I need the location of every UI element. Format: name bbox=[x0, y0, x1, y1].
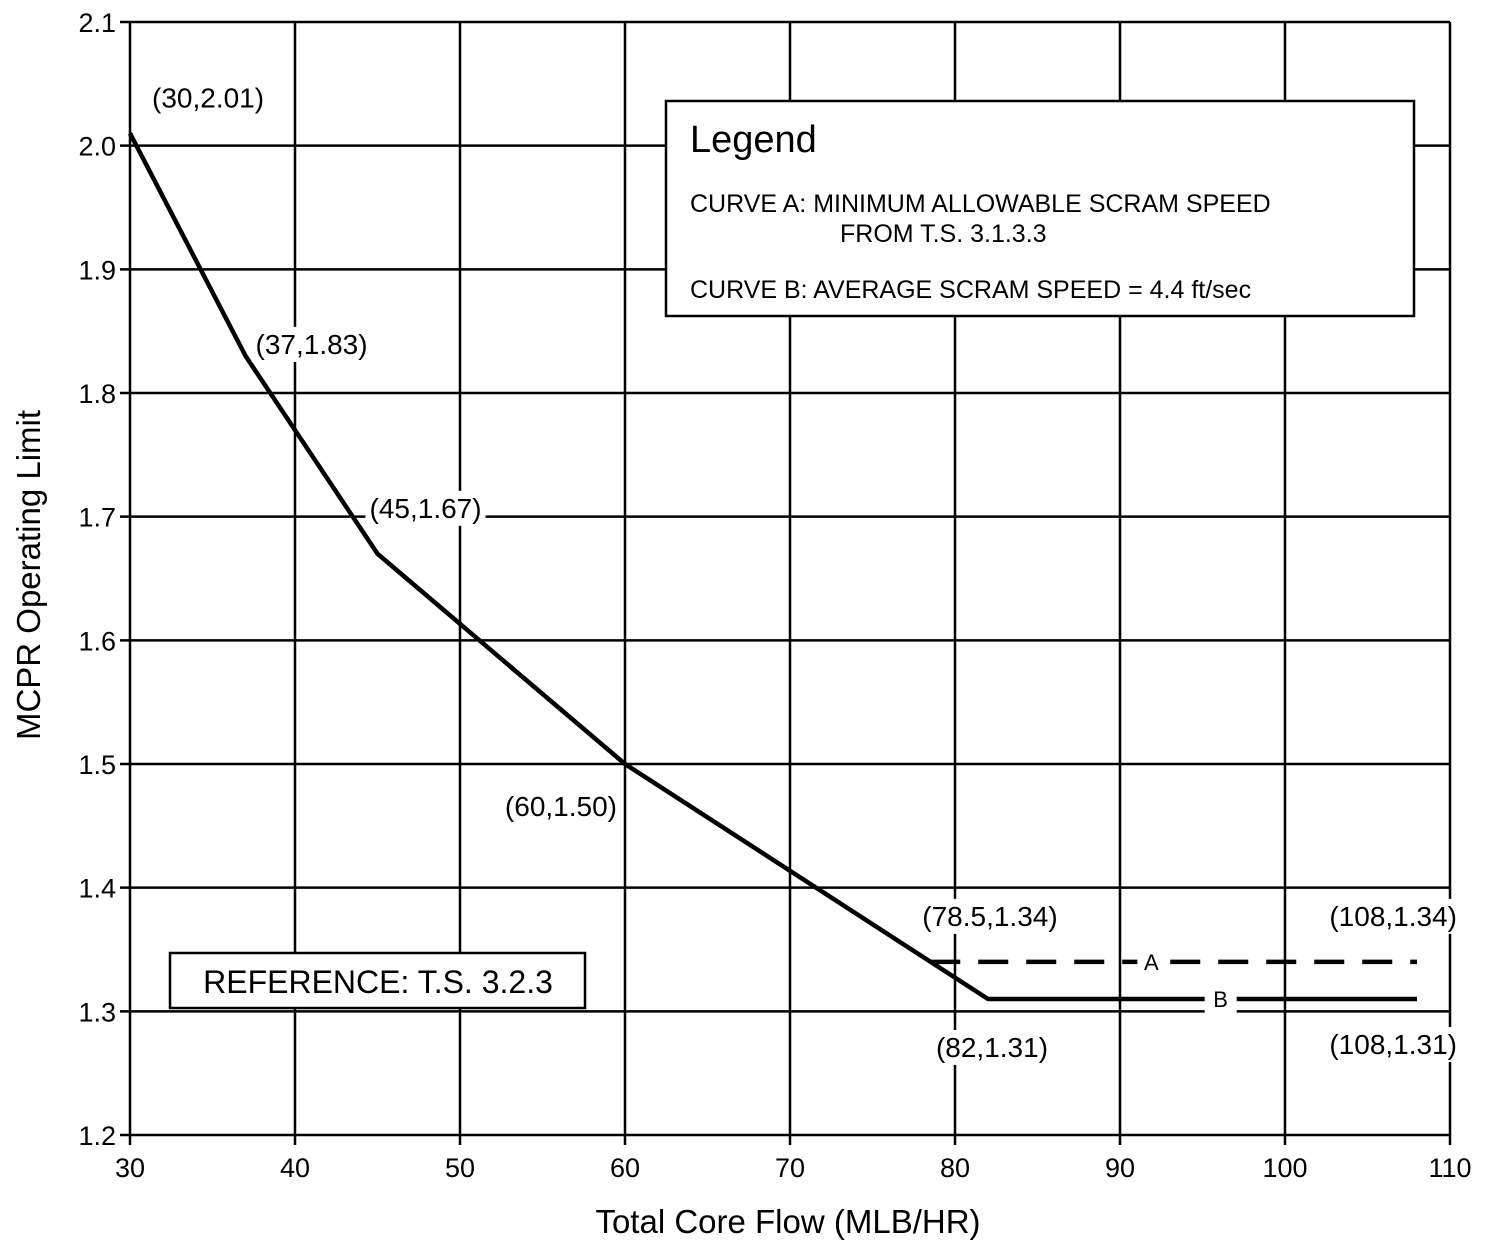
point-annotations: (30,2.01) (37,1.83) (45,1.67) (60,1.50) (78.… bbox=[148, 80, 1461, 1065]
y-tick-label-1.9: 1.9 bbox=[78, 255, 116, 285]
point-label-bg bbox=[1325, 1026, 1461, 1062]
y-tick-label-2.1: 2.1 bbox=[78, 8, 116, 38]
point-label: (78.5,1.34) bbox=[922, 901, 1057, 932]
legend-entry-curve-a: CURVE A: MINIMUM ALLOWABLE SCRAM SPEED bbox=[690, 190, 1271, 218]
x-tick-label-80: 80 bbox=[940, 1153, 970, 1183]
x-axis-title: Total Core Flow (MLB/HR) bbox=[595, 1203, 980, 1240]
reference-box: REFERENCE: T.S. 3.2.3 bbox=[168, 951, 587, 1010]
x-tick-label-30: 30 bbox=[115, 1153, 145, 1183]
y-tick-label-1.4: 1.4 bbox=[78, 874, 116, 904]
point-label: (108,1.34) bbox=[1329, 901, 1457, 932]
y-tick-label-1.7: 1.7 bbox=[78, 503, 116, 533]
point-label: (45,1.67) bbox=[370, 493, 482, 524]
y-tick-label-1.5: 1.5 bbox=[78, 750, 116, 780]
point-label-bg bbox=[918, 898, 1062, 934]
curve-a-label: A bbox=[1144, 950, 1159, 975]
legend-box: Legend CURVE A: MINIMUM ALLOWABLE SCRAM … bbox=[664, 99, 1416, 318]
legend-title: Legend bbox=[690, 119, 817, 161]
y-tick-label-1.3: 1.3 bbox=[78, 997, 116, 1027]
y-tick-label-1.2: 1.2 bbox=[78, 1121, 116, 1151]
tick-labels: 30 40 50 60 70 80 90 100 110 1.2 1.3 1.4 1.5 1.6 1.7 1.… bbox=[78, 8, 1471, 1183]
curve-a-label-bg bbox=[1137, 947, 1166, 976]
x-tick-label-70: 70 bbox=[775, 1153, 805, 1183]
x-tick-label-50: 50 bbox=[445, 1153, 475, 1183]
x-tick-label-90: 90 bbox=[1105, 1153, 1135, 1183]
y-axis-title: MCPR Operating Limit bbox=[10, 410, 47, 740]
point-label-bg bbox=[148, 80, 269, 116]
legend-entry-curve-b: CURVE B: AVERAGE SCRAM SPEED = 4.4 ft/se… bbox=[690, 276, 1251, 304]
y-tick-label-2.0: 2.0 bbox=[78, 132, 116, 162]
reference-note: REFERENCE: T.S. 3.2.3 bbox=[203, 964, 553, 1000]
curve-b-label: B bbox=[1213, 987, 1228, 1012]
x-tick-label-110: 110 bbox=[1428, 1153, 1471, 1183]
x-tick-label-60: 60 bbox=[610, 1153, 640, 1183]
point-label: (30,2.01) bbox=[152, 82, 264, 113]
point-label-bg bbox=[1325, 898, 1461, 934]
x-tick-label-40: 40 bbox=[280, 1153, 310, 1183]
curve-b-line bbox=[128, 132, 1417, 1002]
point-label-bg bbox=[931, 1029, 1053, 1065]
legend-entry-curve-a-source: FROM T.S. 3.1.3.3 bbox=[840, 220, 1047, 248]
point-label: (60,1.50) bbox=[505, 791, 617, 822]
curve-b-label-bg bbox=[1204, 984, 1237, 1013]
y-tick-label-1.6: 1.6 bbox=[78, 626, 116, 656]
point-label: (82,1.31) bbox=[936, 1032, 1048, 1063]
y-tick-label-1.8: 1.8 bbox=[78, 379, 116, 409]
curves: AB bbox=[128, 132, 1417, 1013]
point-label: (37,1.83) bbox=[256, 329, 368, 360]
x-tick-label-100: 100 bbox=[1262, 1153, 1307, 1183]
point-label-bg bbox=[251, 326, 372, 362]
point-label-bg bbox=[500, 789, 621, 824]
point-label-bg bbox=[365, 490, 486, 526]
point-label: (108,1.31) bbox=[1329, 1029, 1457, 1060]
